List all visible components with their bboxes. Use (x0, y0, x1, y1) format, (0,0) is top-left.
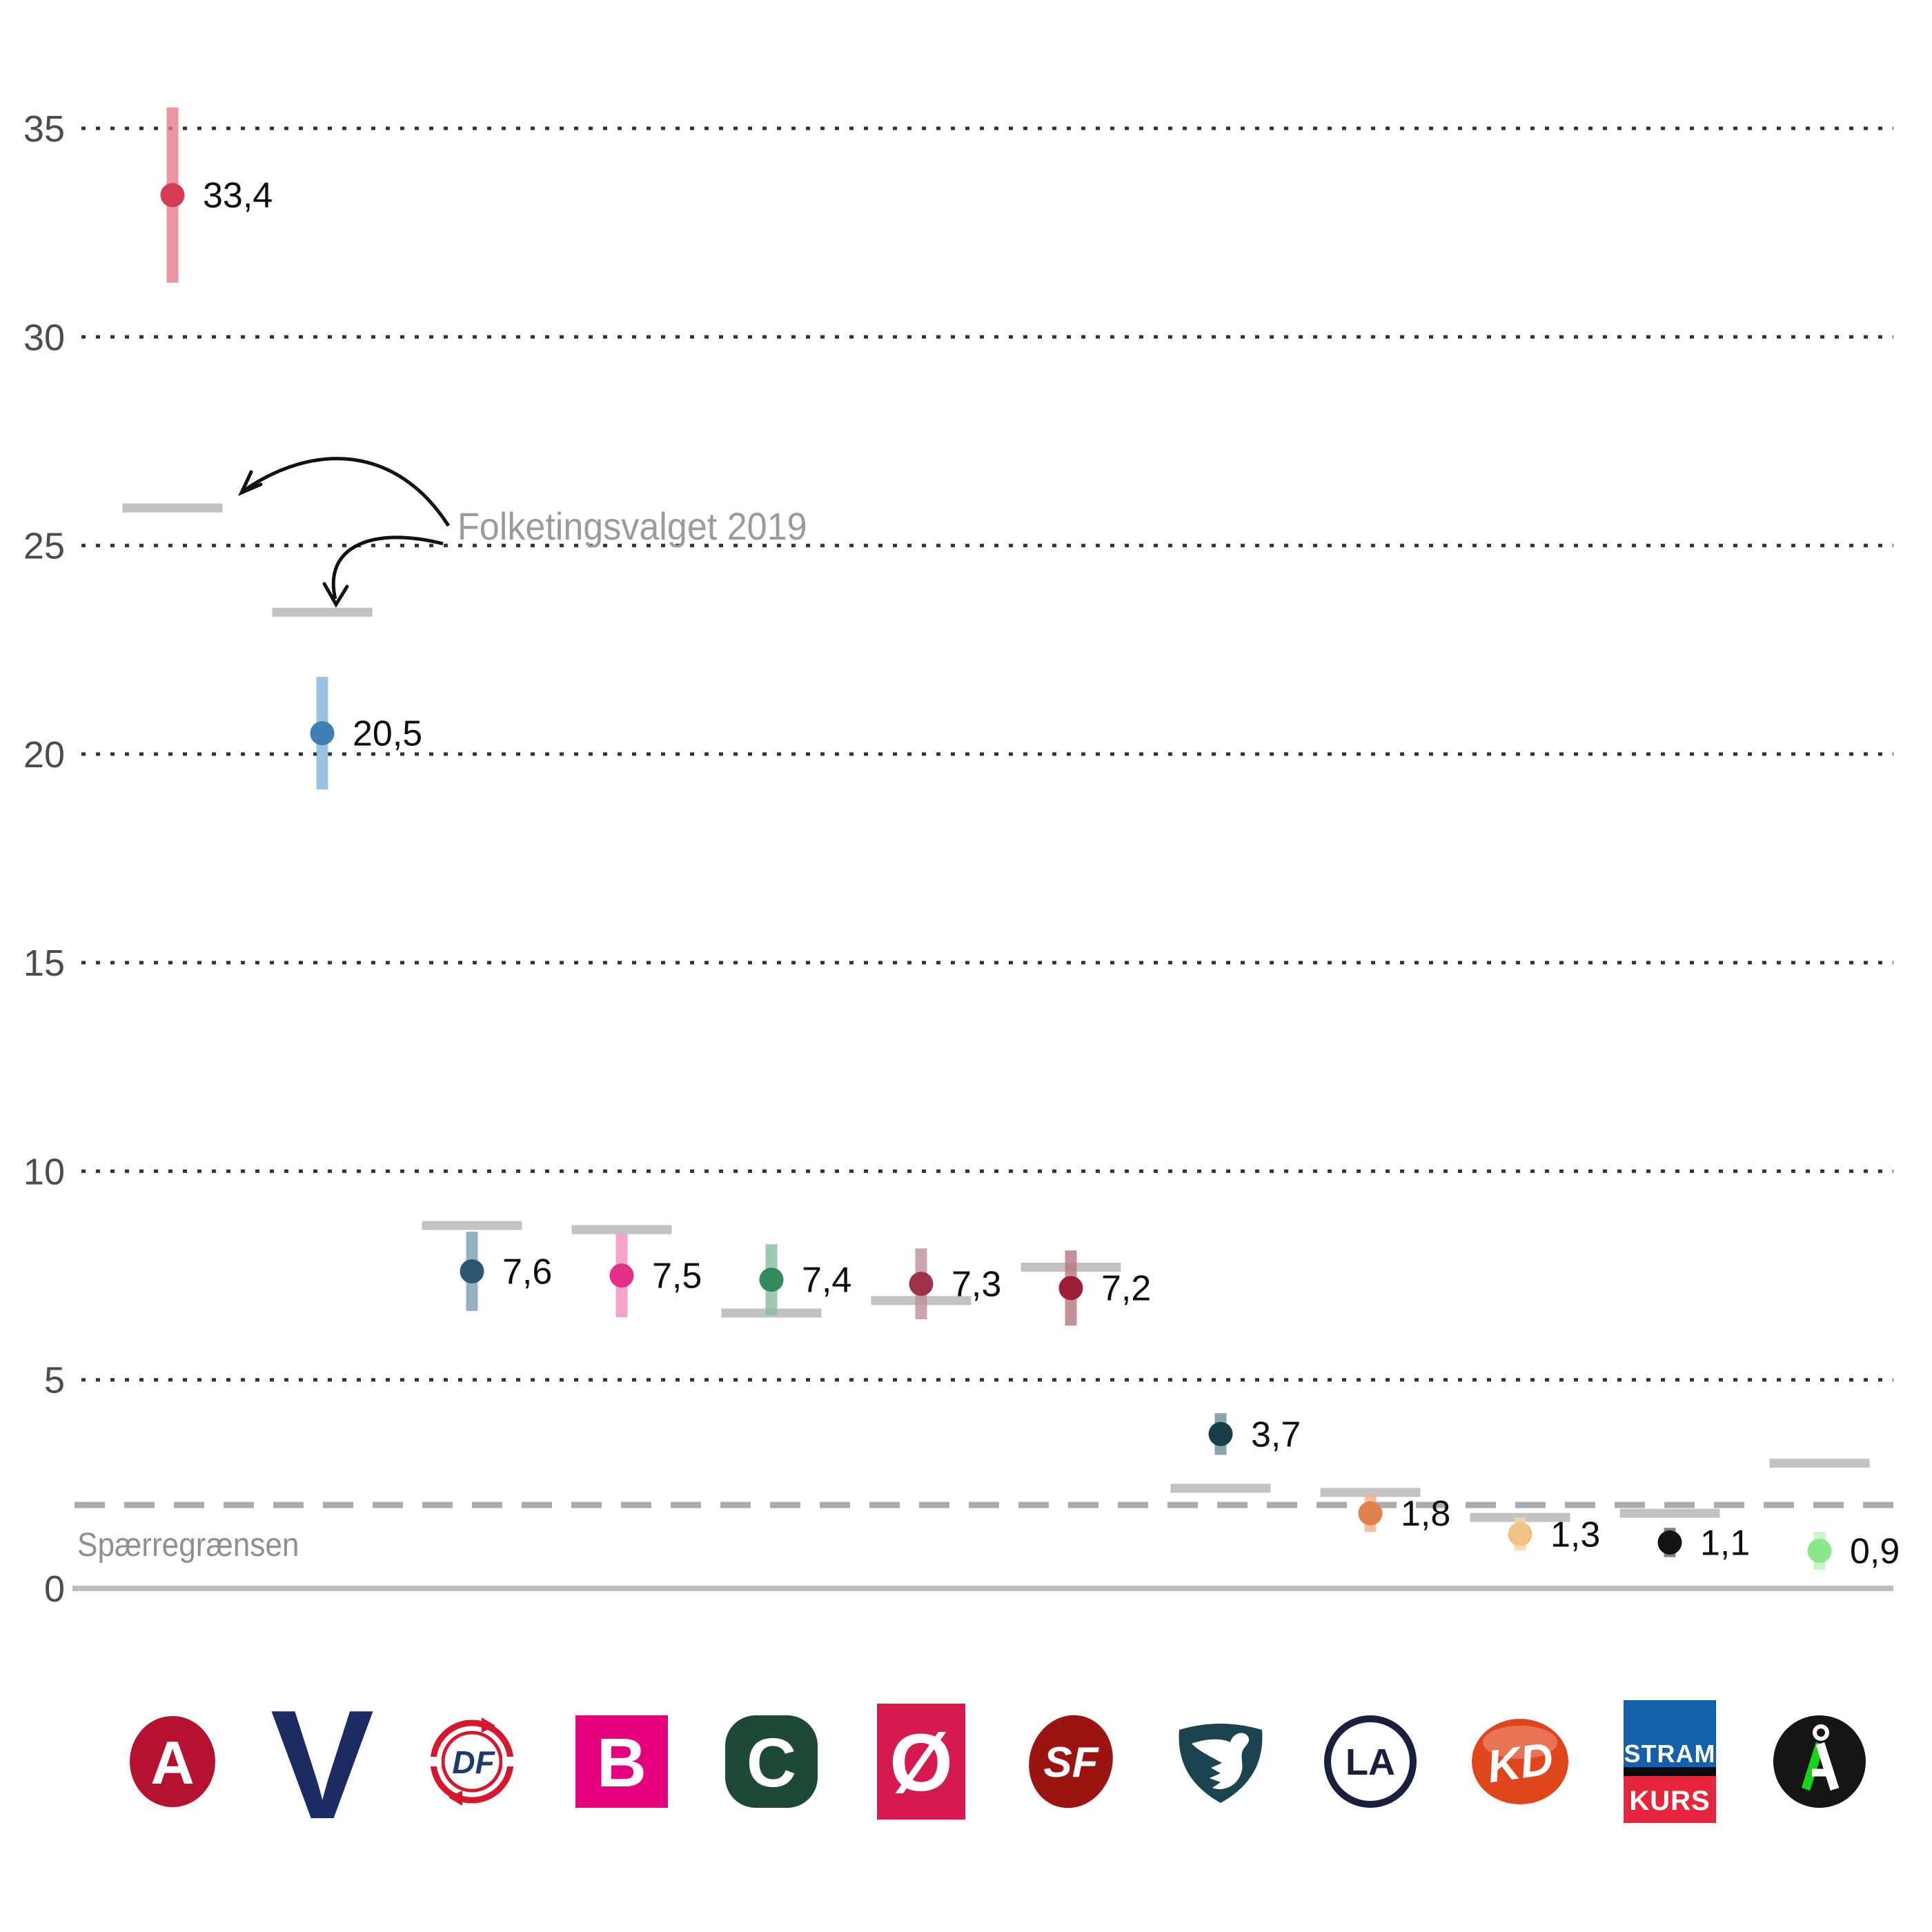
logo-arrow-tip-bottom-DF (448, 1791, 462, 1806)
value-label-A: 33,4 (203, 176, 273, 216)
election-2019-line-B (571, 1225, 672, 1234)
data-point-KD (1508, 1521, 1532, 1546)
logo-text-bottom-SK: KURS (1629, 1786, 1710, 1816)
logo-band-SK (1624, 1767, 1716, 1776)
y-tick-label-5: 5 (44, 1360, 65, 1401)
socialdemokratiet-logo: A (130, 1716, 215, 1807)
threshold-label: Spærregrænsen (77, 1526, 299, 1563)
value-label-NB: 3,7 (1251, 1414, 1301, 1455)
swan-icon (1192, 1733, 1250, 1789)
value-label-DF: 7,6 (502, 1252, 552, 1292)
value-label-SK: 1,1 (1700, 1523, 1750, 1563)
election-2019-line-Å (1769, 1459, 1870, 1468)
annotation-arrow-to-A (241, 457, 451, 527)
value-label-Ø: 7,3 (952, 1265, 1001, 1305)
logo-letter-LA: LA (1346, 1742, 1395, 1783)
logo-letter-A: A (150, 1728, 195, 1797)
y-tick-label-30: 30 (23, 317, 65, 358)
y-tick-label-20: 20 (23, 734, 65, 776)
y-tick-label-0: 0 (44, 1568, 65, 1610)
logo-bg-KD (1472, 1719, 1568, 1804)
value-label-KD: 1,3 (1550, 1515, 1600, 1555)
radikale-venstre-logo: B (575, 1715, 668, 1808)
logo-top-bg-SK (1624, 1700, 1716, 1767)
logo-text-top-SK: STRAM (1624, 1739, 1716, 1768)
logo-ring-gap-left-DF (426, 1757, 442, 1766)
y-tick-label-25: 25 (23, 526, 65, 567)
annotation-folketingsvalget-2019: Folketingsvalget 2019 (457, 505, 807, 548)
logo-letter-SF: SF (1043, 1739, 1099, 1786)
annotation-group: Folketingsvalget 2019 (457, 505, 807, 548)
data-point-LA (1358, 1501, 1383, 1526)
nye-borgerlige-logo (1179, 1724, 1263, 1803)
logo-shield-NB (1179, 1724, 1263, 1803)
logo-letter-V: V (270, 1677, 374, 1851)
alternativet-logo (1773, 1715, 1866, 1808)
data-point-A (160, 183, 185, 208)
value-label-Å: 0,9 (1850, 1532, 1900, 1572)
logo-letter-DF: DF (452, 1744, 495, 1780)
logo-letter-Ø: Ø (889, 1717, 953, 1808)
logo-letter-C: C (747, 1724, 796, 1802)
value-label-C: 7,4 (802, 1261, 851, 1301)
annotation-arrowhead-A (237, 470, 263, 496)
data-point-B (609, 1263, 634, 1288)
liberal-alliance-logo: LA (1324, 1715, 1417, 1808)
value-label-SF: 7,2 (1101, 1269, 1151, 1309)
y-tick-label-35: 35 (23, 108, 65, 150)
logo-bg-B (575, 1715, 668, 1808)
sf-logo: SF (1029, 1715, 1113, 1808)
data-point-Ø (909, 1272, 934, 1297)
annotation-arrow-to-V (331, 535, 444, 600)
value-label-LA: 1,8 (1401, 1494, 1450, 1534)
logo-letter-KD: KD (1484, 1733, 1557, 1793)
data-point-V (310, 721, 335, 746)
data-point-NB (1208, 1421, 1233, 1446)
logo-bg-SF (1029, 1715, 1113, 1808)
annotation-arrowhead-V (322, 582, 349, 608)
data-point-C (759, 1268, 784, 1292)
logo-letter-B: B (597, 1724, 647, 1802)
stram-kurs-logo: STRAM KURS (1624, 1700, 1716, 1823)
election-2019-line-V (272, 607, 373, 617)
dansk-folkeparti-logo: DF (426, 1717, 518, 1806)
logo-bg-LA (1324, 1715, 1417, 1808)
logo-bg-A (130, 1716, 215, 1807)
y-tick-label-10: 10 (23, 1151, 65, 1192)
election-2019-line-DF (422, 1221, 522, 1230)
logo-bg-Å (1773, 1715, 1866, 1808)
value-label-V: 20,5 (353, 714, 422, 754)
election-2019-line-LA (1320, 1488, 1421, 1497)
election-2019-line-SK (1619, 1508, 1720, 1518)
data-point-DF (460, 1259, 484, 1284)
data-point-SK (1657, 1530, 1682, 1555)
logo-bg-Ø (877, 1704, 965, 1820)
election-2019-line-NB (1170, 1483, 1271, 1493)
threshold-label-group: Spærregrænsen (77, 1526, 299, 1563)
logo-arrow-tip-top-DF (482, 1717, 495, 1733)
logo-a-ring-Å (1813, 1724, 1829, 1741)
logo-bg-C (725, 1715, 818, 1808)
y-tick-label-15: 15 (23, 943, 65, 984)
logo-ring-inner-DF (441, 1731, 503, 1793)
logo-a-left-leg-Å (1801, 1742, 1825, 1791)
value-label-B: 7,5 (652, 1256, 702, 1297)
data-point-Å (1807, 1539, 1832, 1564)
venstre-logo: V (270, 1677, 374, 1851)
logo-bottom-bg-SK (1624, 1776, 1716, 1823)
data-point-SF (1058, 1276, 1083, 1301)
enhedslisten-logo: Ø (877, 1704, 965, 1820)
logo-gloss-KD (1483, 1726, 1557, 1759)
logo-a-right-leg-Å (1815, 1742, 1840, 1791)
election-2019-line-A (122, 503, 223, 513)
kristendemokraterne-logo: KD (1472, 1719, 1568, 1804)
konservative-logo: C (725, 1715, 818, 1808)
logo-ring-gap-right-DF (502, 1757, 518, 1766)
